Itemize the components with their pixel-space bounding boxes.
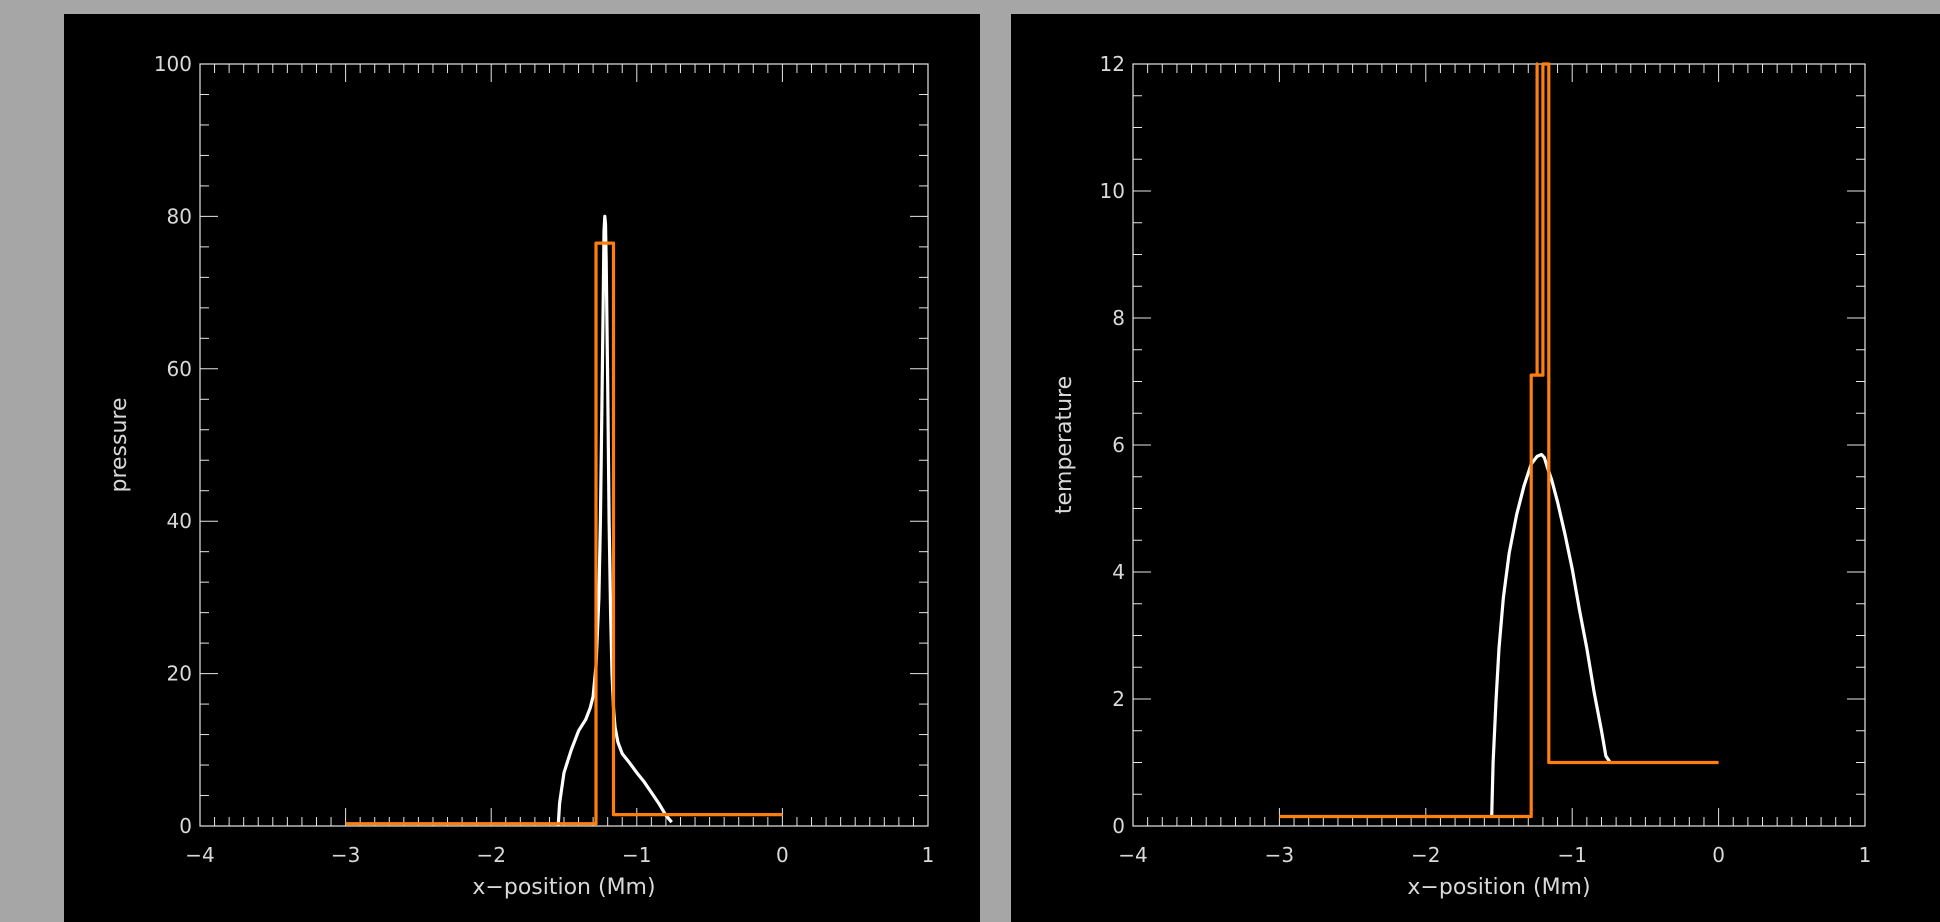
pressure-xtick-label: 0 <box>776 843 789 867</box>
temperature-ytick-label: 2 <box>1112 687 1125 711</box>
pressure-xtick-label: −3 <box>331 843 360 867</box>
temperature-y-axis-label: temperature <box>1052 376 1077 514</box>
pressure-ytick-label: 80 <box>167 204 192 228</box>
pressure-orange-series-line <box>345 241 783 826</box>
pressure-ytick-label: 20 <box>167 662 192 686</box>
temperature-ytick-label: 4 <box>1112 560 1125 584</box>
pressure-ytick-label: 40 <box>167 509 192 533</box>
temperature-ytick-label: 10 <box>1100 179 1125 203</box>
temperature-plot-frame <box>1132 63 1866 827</box>
temperature-xtick-label: −1 <box>1557 843 1586 867</box>
pressure-y-axis-label: pressure <box>107 397 132 492</box>
temperature-x-axis-label: x−position (Mm) <box>1407 875 1590 900</box>
pressure-plot-frame <box>199 63 929 827</box>
right-plot-panel: −4 −3 −2 −1 0 1 0 2 4 6 8 10 12 x−position (Mm) temper… <box>1011 14 1940 922</box>
pressure-xtick-label: −1 <box>622 843 651 867</box>
temperature-xtick-label: 0 <box>1712 843 1725 867</box>
temperature-ytick-label: 12 <box>1100 52 1125 76</box>
temperature-xtick-label: −2 <box>1411 843 1440 867</box>
temperature-orange-series-line <box>1279 62 1719 819</box>
temperature-white-series-line <box>1490 452 1612 817</box>
temperature-xtick-label: −3 <box>1265 843 1294 867</box>
pressure-ytick-label: 0 <box>179 814 192 838</box>
pressure-xtick-label: −2 <box>476 843 505 867</box>
left-plot-panel: −4 −3 −2 −1 0 1 0 20 40 60 80 100 x−position (Mm) pre… <box>64 14 980 922</box>
temperature-ytick-label: 8 <box>1112 306 1125 330</box>
pressure-ytick-label: 60 <box>167 357 192 381</box>
pressure-xtick-label: 1 <box>922 843 935 867</box>
pressure-xtick-label: −4 <box>185 843 214 867</box>
pressure-x-axis-label: x−position (Mm) <box>472 875 655 900</box>
pressure-ytick-label: 100 <box>154 52 192 76</box>
temperature-xtick-label: −4 <box>1118 843 1147 867</box>
temperature-ytick-label: 6 <box>1112 433 1125 457</box>
temperature-ytick-label: 0 <box>1112 814 1125 838</box>
temperature-xtick-label: 1 <box>1859 843 1872 867</box>
